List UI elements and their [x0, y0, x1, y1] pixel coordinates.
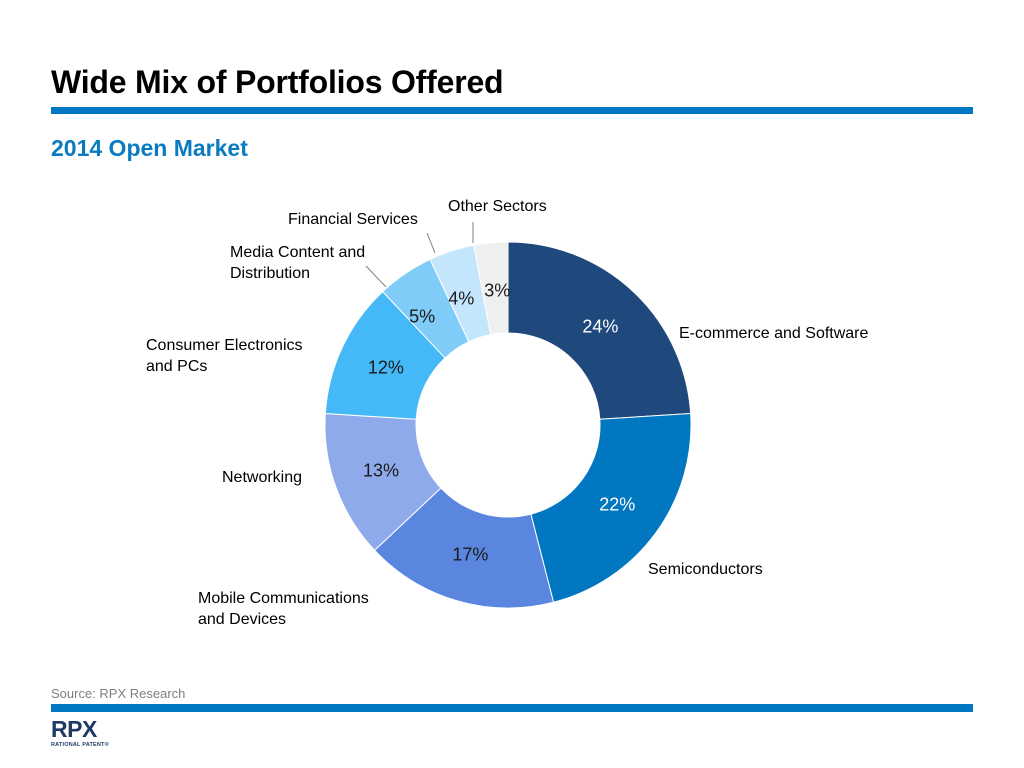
slice-category-label: Other Sectors — [448, 198, 547, 215]
title-divider — [51, 107, 973, 114]
donut-slice — [530, 412, 692, 603]
slice-value-label: 5% — [409, 306, 435, 326]
slice-value-label: 3% — [484, 281, 510, 301]
slice-value-label: 4% — [448, 289, 474, 309]
slice-value-label: 13% — [363, 461, 399, 481]
slice-category-label: Semiconductors — [648, 561, 763, 578]
slice-category-label: Networking — [222, 469, 302, 486]
slide-title: Wide Mix of Portfolios Offered — [51, 64, 504, 100]
slice-value-label: 17% — [452, 545, 488, 565]
slice-value-label: 24% — [582, 317, 618, 337]
chart-subtitle: 2014 Open Market — [51, 135, 248, 161]
donut-slice — [473, 241, 509, 336]
leader-line — [426, 232, 436, 254]
donut-slice — [373, 487, 555, 609]
source-note: Source: RPX Research — [51, 686, 186, 701]
slice-category-label: Consumer Electronics and PCs — [146, 337, 303, 375]
slice-value-label: 22% — [599, 494, 635, 514]
slice-category-label: E-commerce and Software — [679, 325, 869, 342]
footer-divider — [51, 704, 973, 712]
rpx-logo: RPX RATIONAL PATENT® — [51, 716, 121, 756]
slice-category-label: Mobile Communications and Devices — [198, 590, 369, 628]
leader-line — [365, 265, 387, 288]
slice-value-label: 12% — [368, 358, 404, 378]
slice-category-label: Financial Services — [288, 211, 418, 228]
logo-wordmark: RPX — [51, 716, 97, 742]
slice-category-label: Media Content and Distribution — [230, 244, 365, 282]
donut-slice — [507, 241, 692, 420]
logo-tagline: RATIONAL PATENT® — [51, 742, 109, 748]
